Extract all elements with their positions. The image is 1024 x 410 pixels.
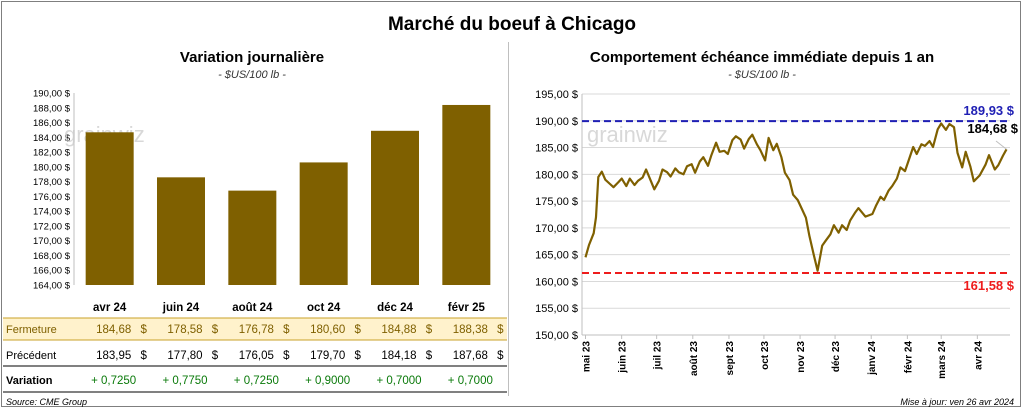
table-cell: 176,78 [239,324,274,336]
line-chart-subtitle: - $US/100 lb - [728,69,796,81]
table-row-label: Variation [6,375,53,387]
update-note: Mise à jour: ven 26 avr 2024 [900,397,1014,407]
table-cell-unit: $ [354,324,361,336]
table-cell-unit: $ [283,350,290,362]
low-label: 161,58 $ [963,278,1014,293]
x-tick-label: mars 24 [937,341,948,379]
table-cell: + 0,7250 [91,375,136,387]
table-cell-unit: $ [140,324,147,336]
bar-chart-subtitle: - $US/100 lb - [218,69,286,81]
table-cell-unit: $ [426,324,433,336]
table-cell-unit: $ [354,350,361,362]
table-cell-unit: $ [426,350,433,362]
bar-4 [371,130,419,285]
y-tick-label: 190,00 $ [535,116,578,128]
y-tick-label: 186,00 $ [33,118,71,129]
table-row-label: Précédent [6,350,56,362]
bar-0 [85,132,134,285]
y-tick-label: 184,00 $ [33,133,71,144]
table-cell: 184,18 [381,350,416,362]
last-value-leader [995,140,1007,150]
y-tick-label: 170,00 $ [33,236,71,247]
bar-chart-title: Variation journalière [179,49,325,66]
y-tick-label: 182,00 $ [33,148,71,159]
y-tick-label: 155,00 $ [535,303,578,315]
y-tick-label: 164,00 $ [33,281,71,292]
table-cell: 184,88 [381,324,416,336]
table-cell: 179,70 [310,350,345,362]
x-tick-label: oct 23 [760,341,771,370]
y-tick-label: 185,00 $ [535,143,578,155]
x-tick-label: août 23 [689,341,700,376]
x-tick-label: déc 23 [831,341,842,373]
x-tick-label: juil 23 [653,341,664,371]
close-row-background [3,318,507,340]
table-cell: + 0,9000 [305,375,350,387]
table-cell-unit: $ [283,324,290,336]
y-tick-label: 190,00 $ [33,89,71,100]
x-tick-label: juin 23 [618,341,629,374]
table-cell: 184,68 [96,324,131,336]
y-tick-label: 174,00 $ [33,207,71,218]
line-chart-title: Comportement échéance immédiate depuis 1… [589,49,935,66]
table-cell: 177,80 [167,350,202,362]
table-row-label: Fermeture [6,324,57,336]
last-value-label: 184,68 $ [967,121,1018,136]
table-cell-unit: $ [212,324,219,336]
watermark-text: grainwiz [587,122,668,147]
table-cell: + 0,7250 [234,375,279,387]
table-cell-unit: $ [212,350,219,362]
table-cell-unit: $ [497,324,504,336]
high-label: 189,93 $ [963,103,1014,118]
table-cell: + 0,7750 [162,375,207,387]
table-cell: 187,68 [453,350,488,362]
x-category-label: févr 25 [448,302,486,314]
y-tick-label: 195,00 $ [535,89,578,101]
table-cell-unit: $ [140,350,147,362]
table-cell: 180,60 [310,324,345,336]
y-tick-label: 160,00 $ [535,276,578,288]
main-title: Marché du boeuf à Chicago [387,14,637,35]
table-cell: 183,95 [96,350,131,362]
x-category-label: août 24 [232,302,273,314]
y-tick-label: 180,00 $ [535,169,578,181]
bar-chart: 164,00 $ 166,00 $ 168,00 $ 170,00 $ 172,00 $… [3,89,507,393]
source-note: Source: CME Group [6,397,88,407]
y-tick-label: 170,00 $ [535,223,578,235]
y-tick-label: 175,00 $ [535,196,578,208]
y-tick-label: 168,00 $ [33,251,71,262]
bar-5 [442,104,491,285]
x-category-label: avr 24 [93,302,127,314]
table-cell: + 0,7000 [376,375,421,387]
x-category-label: déc 24 [377,302,413,314]
y-tick-label: 176,00 $ [33,192,71,203]
y-tick-label: 188,00 $ [33,103,71,114]
y-tick-label: 178,00 $ [33,177,71,188]
table-cell-unit: $ [497,350,504,362]
y-tick-label: 172,00 $ [33,221,71,232]
table-cell: + 0,7000 [448,375,493,387]
table-cell: 176,05 [239,350,274,362]
x-tick-label: avr 24 [973,341,984,370]
y-tick-label: 150,00 $ [535,330,578,342]
bar-1 [157,177,205,285]
x-tick-label: sept 23 [725,341,736,376]
bar-3 [299,162,348,285]
y-tick-label: 165,00 $ [535,250,578,262]
table-cell: 188,38 [453,324,488,336]
x-tick-label: nov 23 [796,341,807,373]
price-series-line [584,122,1008,272]
x-tick-label: janv 24 [867,341,878,376]
y-tick-label: 180,00 $ [33,162,71,173]
x-category-label: oct 24 [307,302,341,314]
x-tick-label: mai 23 [581,341,592,373]
x-category-label: juin 24 [162,302,200,314]
x-tick-label: févr 24 [903,341,914,374]
y-tick-label: 166,00 $ [33,266,71,277]
panel-separator [508,42,509,396]
table-cell: 178,58 [167,324,202,336]
bar-2 [228,190,277,285]
line-chart: 150,00 $ 155,00 $ 160,00 $ 165,00 $ 170,00 $… [535,89,1019,379]
